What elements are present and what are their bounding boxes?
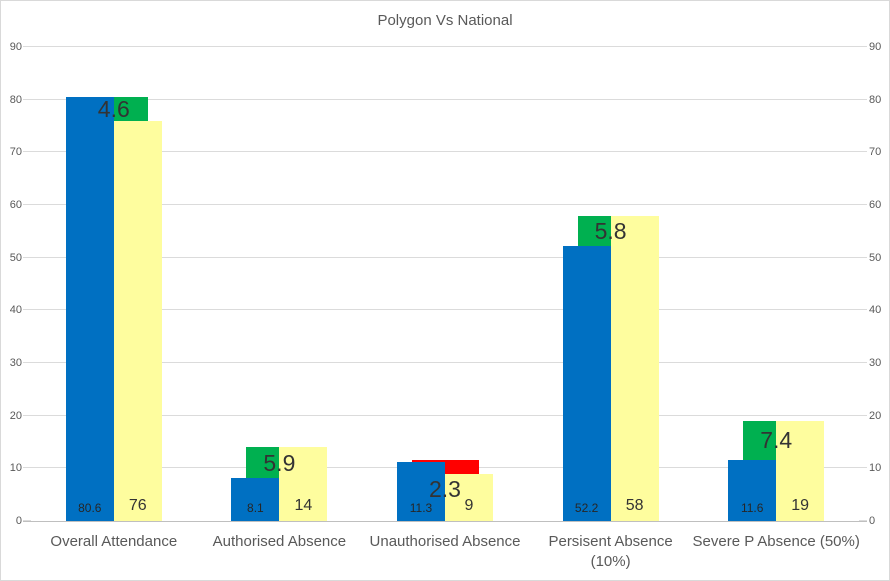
y-tick-left: [23, 362, 31, 363]
y-tick-left: [23, 520, 31, 521]
category-label: Authorised Absence: [212, 533, 347, 550]
y-tick-left: [23, 309, 31, 310]
bar-polygon: [562, 246, 611, 521]
data-label-difference: 5.8: [594, 217, 627, 244]
y-axis-label-left: 40: [9, 304, 22, 316]
bar-national: [445, 473, 493, 521]
data-label-polygon: 8.1: [247, 501, 264, 515]
data-label-polygon: 52.2: [574, 501, 599, 515]
y-tick-left: [23, 151, 31, 152]
bar-polygon: [231, 478, 280, 521]
y-axis-label-left: 30: [9, 357, 22, 369]
data-label-polygon: 11.6: [740, 501, 764, 515]
bar-polygon: [65, 96, 114, 521]
y-gridline: [31, 362, 859, 363]
data-label-difference: 5.9: [263, 449, 296, 476]
y-axis-label-right: 80: [869, 94, 882, 106]
data-label-difference: 4.6: [97, 95, 130, 122]
y-tick-right: [859, 46, 867, 47]
y-gridline: [31, 309, 859, 310]
y-tick-right: [859, 467, 867, 468]
y-axis-label-right: 40: [869, 304, 882, 316]
data-label-national: 9: [464, 497, 474, 514]
y-gridline: [31, 415, 859, 416]
y-tick-left: [23, 46, 31, 47]
y-tick-right: [859, 257, 867, 258]
data-label-difference: 7.4: [760, 427, 793, 454]
data-label-polygon: 11.3: [409, 501, 433, 515]
y-axis-label-right: 30: [869, 357, 882, 369]
y-axis-label-left: 80: [9, 94, 22, 106]
category-label: Persisent Absence: [548, 533, 673, 550]
y-tick-left: [23, 257, 31, 258]
y-tick-right: [859, 204, 867, 205]
y-axis-label-left: 90: [9, 41, 22, 53]
bar-polygon: [728, 459, 777, 521]
data-label-national: 19: [791, 497, 810, 514]
y-axis-label-left: 10: [9, 462, 22, 474]
y-axis-label-left: 60: [9, 199, 22, 211]
y-gridline: [31, 46, 859, 47]
y-axis-label-right: 60: [869, 199, 882, 211]
data-label-polygon: 80.6: [78, 501, 102, 515]
y-gridline: [31, 204, 859, 205]
data-label-national: 76: [128, 497, 147, 514]
y-axis-label-left: 20: [9, 410, 22, 422]
x-axis-line: [23, 521, 867, 522]
y-tick-right: [859, 415, 867, 416]
y-tick-right: [859, 362, 867, 363]
y-axis-label-left: 70: [9, 146, 22, 158]
y-axis-label-right: 70: [869, 146, 882, 158]
category-label: Overall Attendance: [50, 533, 178, 550]
y-tick-right: [859, 99, 867, 100]
y-tick-right: [859, 151, 867, 152]
y-tick-left: [23, 99, 31, 100]
y-axis-label-right: 10: [869, 462, 882, 474]
category-label: (10%): [590, 553, 631, 570]
y-tick-right: [859, 309, 867, 310]
data-label-difference: 2.3: [429, 475, 461, 502]
y-tick-right: [859, 520, 867, 521]
category-label: Unauthorised Absence: [369, 533, 521, 550]
y-axis-label-right: 0: [869, 515, 876, 527]
y-tick-left: [23, 415, 31, 416]
y-tick-left: [23, 204, 31, 205]
bar-national: [113, 120, 162, 521]
category-label: Severe P Absence (50%): [692, 533, 860, 550]
y-gridline: [31, 99, 859, 100]
bar-polygon: [397, 461, 445, 521]
y-axis-label-right: 20: [869, 410, 882, 422]
y-gridline: [31, 151, 859, 152]
data-label-national: 58: [625, 497, 644, 514]
bar-national: [776, 420, 825, 521]
bar-national: [279, 447, 328, 521]
y-axis-label-left: 0: [15, 515, 22, 527]
bar-national: [610, 215, 659, 521]
y-tick-left: [23, 467, 31, 468]
y-axis-label-right: 90: [869, 41, 882, 53]
data-label-national: 14: [294, 497, 313, 514]
y-axis-label-right: 50: [869, 252, 882, 264]
y-axis-label-left: 50: [9, 252, 22, 264]
y-gridline: [31, 257, 859, 258]
chart-title: Polygon Vs National: [377, 12, 513, 29]
